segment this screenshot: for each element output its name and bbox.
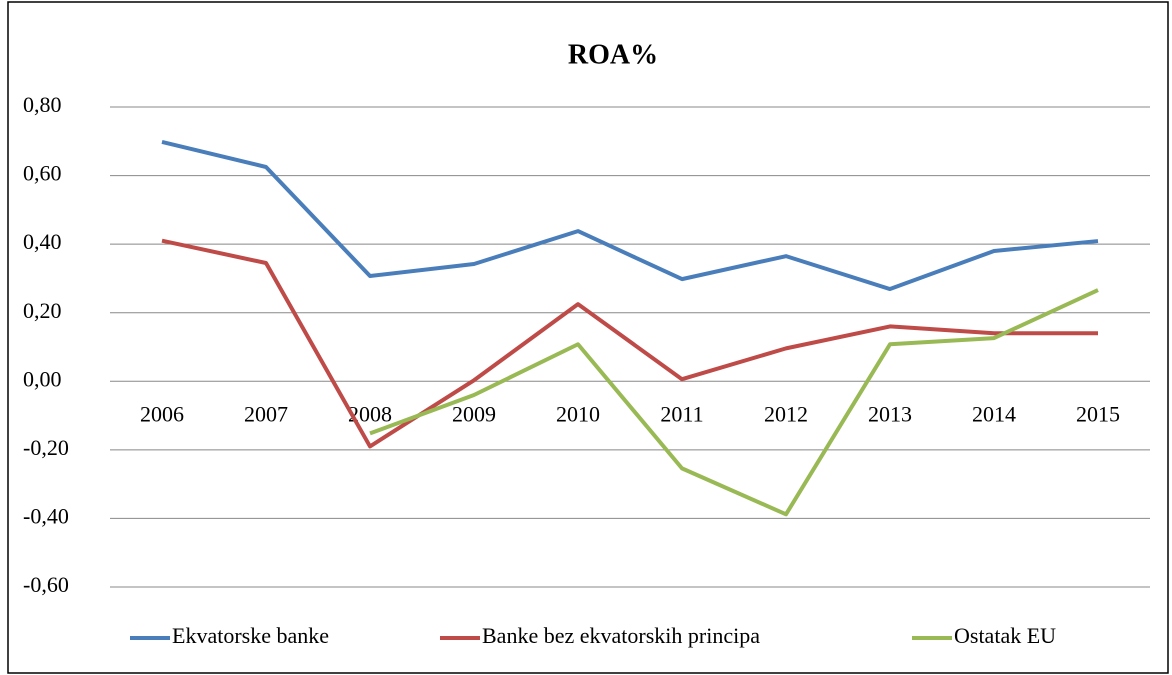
x-tick-label: 2015 [1076, 401, 1120, 426]
x-tick-label: 2006 [140, 401, 184, 426]
y-tick-label: -0,60 [23, 572, 69, 597]
x-tick-label: 2011 [660, 401, 703, 426]
y-tick-label: 0,60 [23, 161, 62, 186]
y-tick-label: 0,40 [23, 229, 62, 254]
x-tick-label: 2009 [452, 401, 496, 426]
chart-title: ROA% [568, 39, 658, 70]
legend-label: Ostatak EU [954, 623, 1056, 648]
series-line [369, 288, 1099, 517]
y-tick-label: 0,20 [23, 298, 62, 323]
y-tick-label: -0,40 [23, 503, 69, 528]
series-line [161, 140, 1099, 292]
legend-label: Ekvatorske banke [172, 623, 329, 648]
x-tick-label: 2012 [764, 401, 808, 426]
x-tick-label: 2013 [868, 401, 912, 426]
x-tick-label: 2007 [244, 401, 288, 426]
y-tick-label: 0,80 [23, 92, 62, 117]
y-tick-label: 0,00 [23, 366, 62, 391]
series-line [161, 238, 1098, 449]
x-tick-label: 2014 [972, 401, 1016, 426]
y-tick-label: -0,20 [23, 435, 69, 460]
legend-label: Banke bez ekvatorskih principa [482, 623, 760, 648]
x-tick-label: 2010 [556, 401, 600, 426]
